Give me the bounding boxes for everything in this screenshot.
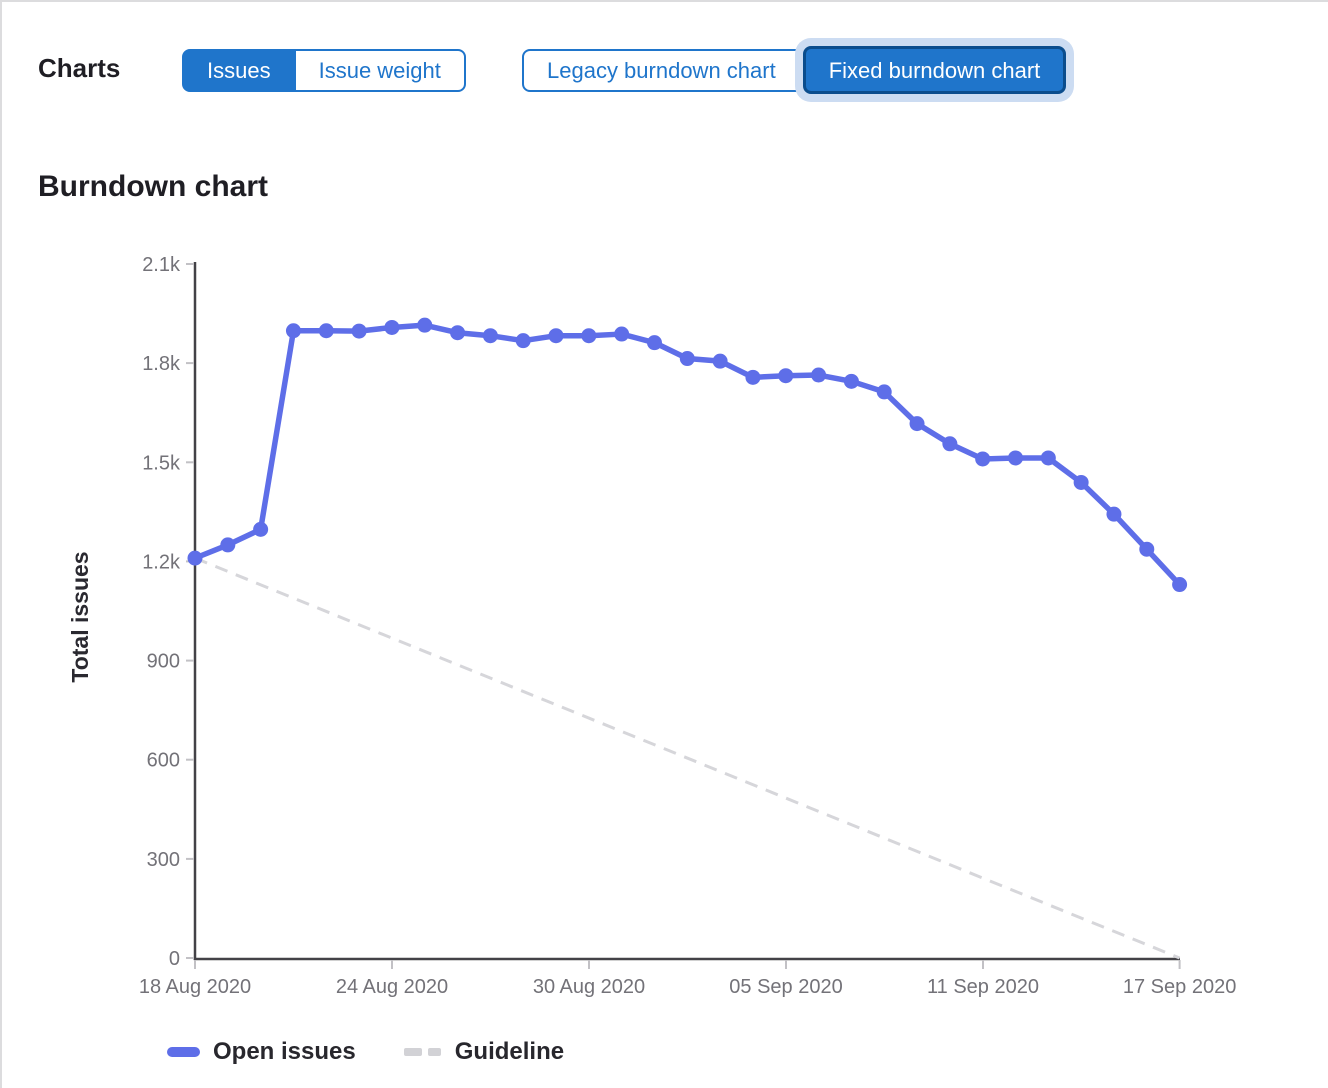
data-point[interactable] <box>220 537 236 553</box>
fixed-burndown-chart-button[interactable]: Fixed burndown chart <box>802 46 1067 94</box>
x-tick-label: 11 Sep 2020 <box>927 976 1039 998</box>
data-point[interactable] <box>417 317 433 333</box>
legend-item-open-issues[interactable]: Open issues <box>167 1038 356 1066</box>
data-point[interactable] <box>1172 577 1188 593</box>
legend-item-guideline[interactable]: Guideline <box>403 1038 565 1066</box>
data-point[interactable] <box>384 319 400 335</box>
open-issues-swatch-icon <box>167 1047 200 1057</box>
legend-label: Open issues <box>213 1038 356 1065</box>
toggle-issues-button[interactable]: Issues <box>182 48 296 92</box>
guideline-line <box>194 556 1181 960</box>
data-point[interactable] <box>778 368 794 384</box>
data-point[interactable] <box>450 325 466 341</box>
data-point[interactable] <box>614 326 630 342</box>
y-tick-label: 900 <box>147 651 180 673</box>
burndown-chart-canvas[interactable]: 2.1k 1.8k 1.5k 1.2k 900 600 300 0 18 Aug… <box>2 252 1328 1012</box>
data-point[interactable] <box>811 367 827 383</box>
data-point[interactable] <box>253 521 269 537</box>
x-tick-label: 24 Aug 2020 <box>336 976 448 998</box>
y-axis-title: Total issues <box>67 551 93 682</box>
x-tick-label: 17 Sep 2020 <box>1123 976 1236 998</box>
chart-metric-toggle: Issues Issue weight <box>182 46 466 94</box>
data-point[interactable] <box>1106 506 1122 522</box>
data-point[interactable] <box>1040 450 1056 466</box>
y-tick-labels: 2.1k 1.8k 1.5k 1.2k 900 600 300 0 <box>142 254 181 970</box>
guideline-swatch-icon <box>403 1048 441 1056</box>
x-tick-marks <box>194 960 1181 969</box>
data-point[interactable] <box>351 323 367 339</box>
x-tick-label: 05 Sep 2020 <box>729 976 842 998</box>
charts-label: Charts <box>38 53 121 83</box>
data-point[interactable] <box>187 550 203 566</box>
y-tick-label: 300 <box>147 849 180 871</box>
data-point[interactable] <box>876 384 892 400</box>
data-point[interactable] <box>285 323 301 339</box>
legacy-burndown-chart-button[interactable]: Legacy burndown chart <box>522 48 801 92</box>
data-point[interactable] <box>712 353 728 369</box>
data-point[interactable] <box>646 335 662 351</box>
data-point[interactable] <box>843 373 859 389</box>
legend-label: Guideline <box>454 1038 565 1065</box>
data-point[interactable] <box>942 436 958 452</box>
page-title: Burndown chart <box>38 170 268 203</box>
data-point[interactable] <box>548 328 564 344</box>
y-tick-marks <box>186 263 194 959</box>
data-point[interactable] <box>909 416 925 432</box>
series-layer <box>187 317 1188 960</box>
toggle-issue-weight-button[interactable]: Issue weight <box>293 48 466 92</box>
data-point[interactable] <box>515 333 531 349</box>
x-tick-label: 30 Aug 2020 <box>533 976 645 998</box>
y-tick-label: 0 <box>169 948 180 970</box>
data-point[interactable] <box>318 323 334 339</box>
data-point[interactable] <box>581 328 597 344</box>
y-tick-label: 1.2k <box>142 551 181 573</box>
chart-legend: Open issues Guideline <box>167 1036 564 1068</box>
data-point[interactable] <box>679 351 695 367</box>
y-tick-label: 2.1k <box>142 254 181 276</box>
data-point[interactable] <box>1008 450 1023 466</box>
data-point[interactable] <box>745 369 761 385</box>
data-point[interactable] <box>1073 474 1089 490</box>
data-point[interactable] <box>1139 541 1155 557</box>
y-tick-label: 600 <box>147 750 180 772</box>
x-tick-labels: 18 Aug 2020 24 Aug 2020 30 Aug 2020 05 S… <box>139 976 1236 998</box>
data-point[interactable] <box>482 328 498 344</box>
burndown-version-toggle: Legacy burndown chart Fixed burndown cha… <box>522 46 1067 94</box>
x-tick-label: 18 Aug 2020 <box>139 976 251 998</box>
y-tick-label: 1.5k <box>142 452 181 474</box>
data-point[interactable] <box>975 451 991 467</box>
y-tick-label: 1.8k <box>142 353 181 375</box>
